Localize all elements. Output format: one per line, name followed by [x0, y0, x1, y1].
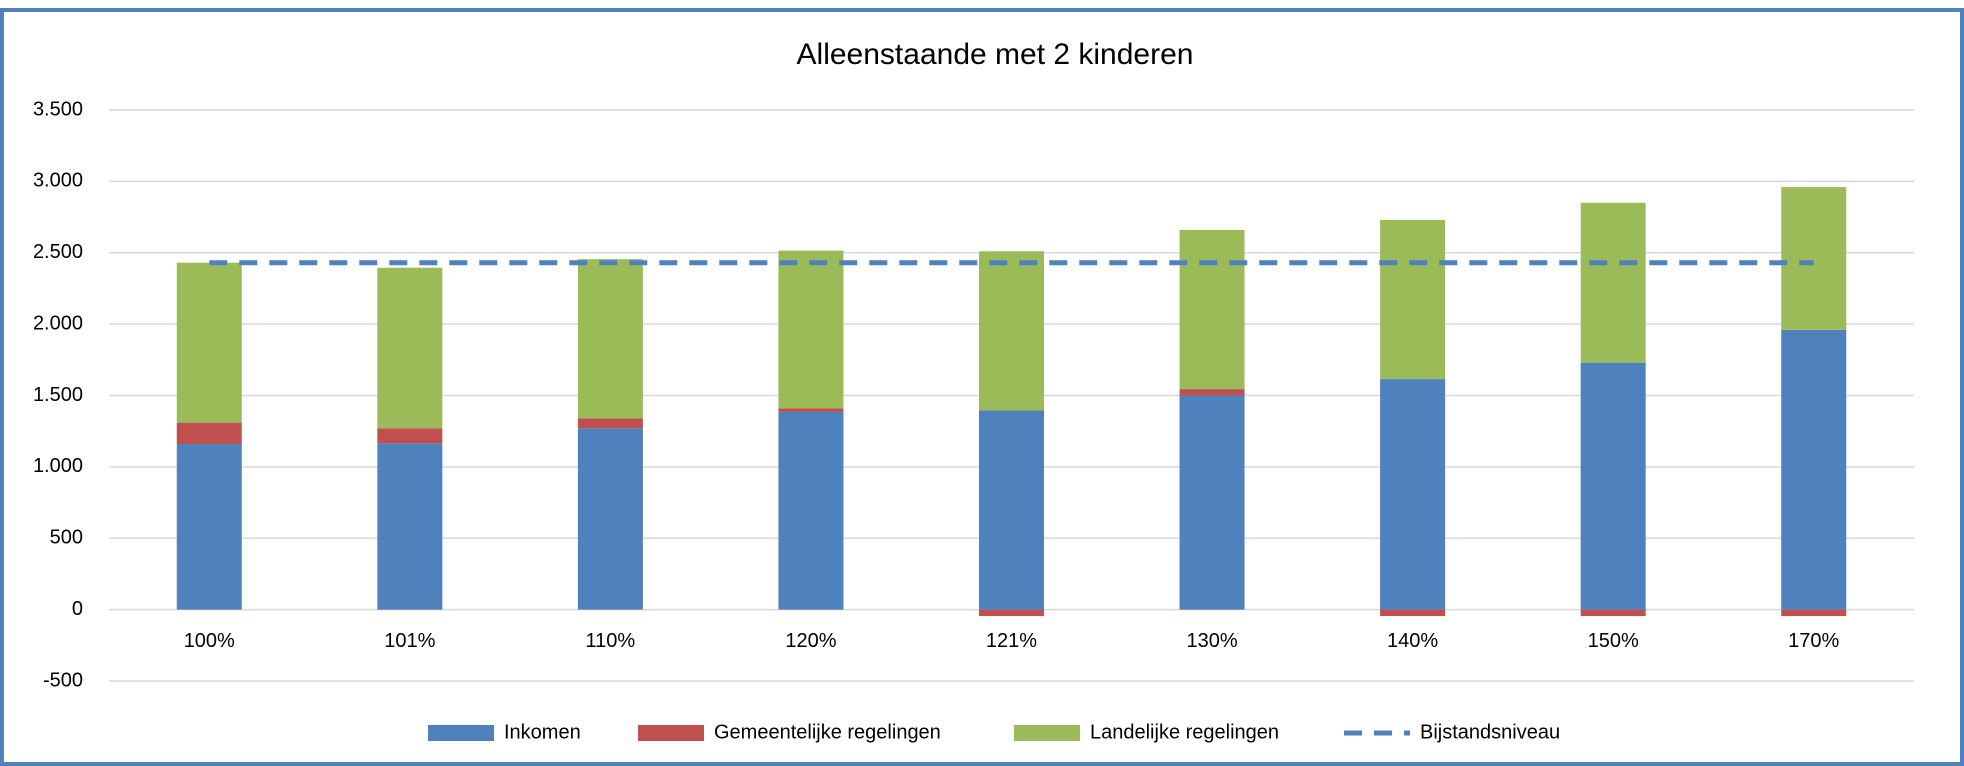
y-tick-label: -500 [43, 669, 83, 691]
legend-label: Bijstandsniveau [1420, 721, 1560, 743]
x-tick-label: 150% [1588, 630, 1639, 652]
chart-frame [0, 8, 1964, 766]
x-tick-label: 110% [586, 630, 636, 652]
bar-segment [1781, 329, 1847, 610]
x-tick-label: 121% [986, 630, 1037, 652]
y-tick-label: 0 [72, 598, 83, 620]
bar-segment [1179, 229, 1245, 390]
y-tick-label: 2.000 [33, 312, 83, 334]
bar-segment [176, 422, 242, 445]
y-tick-label: 500 [50, 527, 83, 549]
x-tick-label: 101% [384, 630, 435, 652]
bar-segment [377, 267, 443, 429]
bar-segment [1781, 187, 1847, 330]
bar-segment [1179, 389, 1245, 396]
bar-segment [1380, 219, 1446, 380]
legend-label: Gemeentelijke regelingen [714, 721, 941, 743]
bar-segment [176, 262, 242, 423]
y-tick-label: 3.500 [33, 98, 83, 120]
bar-segment [1380, 379, 1446, 610]
x-tick-label: 130% [1186, 630, 1237, 652]
bar-segment [778, 408, 844, 412]
bar-segment [979, 609, 1044, 617]
bar-segment [979, 251, 1044, 411]
x-tick-label: 170% [1788, 630, 1839, 652]
bar-segment [979, 410, 1044, 610]
bar-segment [1781, 609, 1847, 617]
y-tick-label: 1.000 [33, 455, 83, 477]
bar-segment [1580, 202, 1646, 363]
bar-segment [577, 428, 643, 610]
y-tick-label: 3.000 [33, 170, 83, 192]
x-tick-label: 100% [184, 630, 235, 652]
bar-segment [1179, 395, 1245, 610]
x-tick-label: 140% [1387, 630, 1438, 652]
bar-segment [577, 418, 643, 429]
bar-segment [1580, 362, 1646, 610]
legend-label: Landelijke regelingen [1090, 721, 1279, 743]
chart-title: Alleenstaande met 2 kinderen [797, 38, 1194, 71]
bar-segment [778, 250, 844, 409]
bar-segment [377, 443, 443, 610]
bar-segment [377, 428, 443, 444]
bar-segment [1580, 609, 1646, 617]
bar-segment [778, 411, 844, 610]
bar-segment [1380, 609, 1446, 617]
legend-swatch [1014, 725, 1080, 741]
y-tick-label: 2.500 [33, 241, 83, 263]
bar-segment [577, 259, 643, 419]
bar-segment [176, 444, 242, 610]
legend-swatch [638, 725, 704, 741]
y-tick-label: 1.500 [33, 384, 83, 406]
legend-label: Inkomen [504, 721, 581, 743]
x-tick-label: 120% [785, 630, 836, 652]
legend-swatch [428, 725, 494, 741]
